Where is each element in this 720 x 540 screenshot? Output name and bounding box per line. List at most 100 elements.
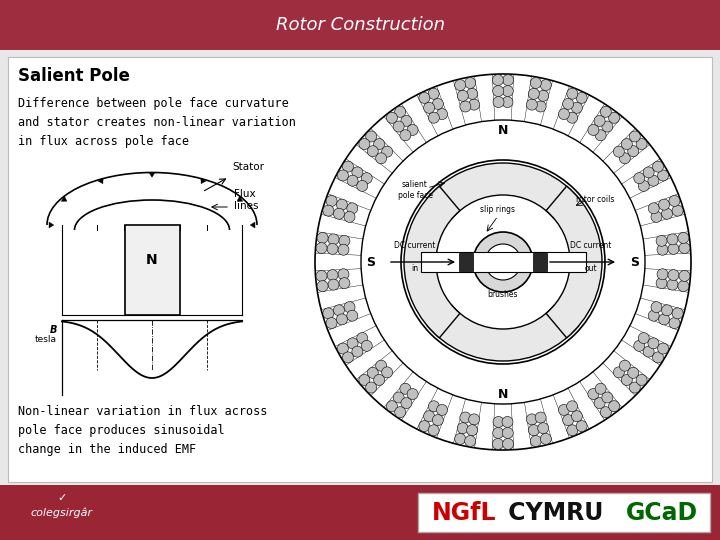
Circle shape xyxy=(336,199,348,210)
Text: Non-linear variation in flux across
pole face produces sinusoidal
change in the : Non-linear variation in flux across pole… xyxy=(18,405,267,456)
Text: N: N xyxy=(146,253,158,267)
Circle shape xyxy=(656,235,667,246)
Bar xyxy=(533,253,547,271)
Circle shape xyxy=(352,167,363,178)
Circle shape xyxy=(668,269,679,281)
Circle shape xyxy=(401,116,412,126)
Circle shape xyxy=(374,139,384,150)
Circle shape xyxy=(492,428,504,438)
Circle shape xyxy=(531,436,541,447)
Circle shape xyxy=(407,388,418,400)
Circle shape xyxy=(657,343,669,354)
Circle shape xyxy=(559,404,570,415)
Circle shape xyxy=(343,352,354,363)
Circle shape xyxy=(493,416,504,428)
Circle shape xyxy=(432,98,444,110)
Circle shape xyxy=(679,271,690,281)
Circle shape xyxy=(502,416,513,428)
Circle shape xyxy=(428,112,439,123)
Text: DC current: DC current xyxy=(395,241,436,250)
Circle shape xyxy=(628,146,639,157)
Circle shape xyxy=(336,314,348,325)
Circle shape xyxy=(652,161,664,172)
Wedge shape xyxy=(427,305,579,361)
Bar xyxy=(0,0,720,50)
Circle shape xyxy=(436,404,448,415)
Circle shape xyxy=(382,367,392,378)
Circle shape xyxy=(502,97,513,107)
Circle shape xyxy=(572,411,582,422)
Circle shape xyxy=(503,438,513,449)
Text: N: N xyxy=(498,124,508,137)
Circle shape xyxy=(469,414,480,425)
Circle shape xyxy=(679,242,690,254)
Polygon shape xyxy=(149,172,155,177)
Circle shape xyxy=(473,232,533,292)
Circle shape xyxy=(338,343,348,354)
Circle shape xyxy=(333,305,344,316)
Circle shape xyxy=(374,374,384,386)
Circle shape xyxy=(594,397,605,409)
Text: GCaD: GCaD xyxy=(626,501,698,525)
Circle shape xyxy=(315,74,691,450)
Text: Salient Pole: Salient Pole xyxy=(18,67,130,85)
Circle shape xyxy=(356,180,368,191)
Circle shape xyxy=(535,412,546,423)
Circle shape xyxy=(460,412,471,423)
Circle shape xyxy=(503,75,513,85)
Circle shape xyxy=(662,305,672,316)
Circle shape xyxy=(423,411,435,422)
Circle shape xyxy=(638,180,649,191)
Circle shape xyxy=(492,85,504,97)
Circle shape xyxy=(595,130,606,141)
Circle shape xyxy=(678,232,689,244)
Circle shape xyxy=(600,407,611,417)
Text: NGfL: NGfL xyxy=(432,501,497,525)
Circle shape xyxy=(562,98,574,110)
Circle shape xyxy=(602,121,613,132)
Bar xyxy=(0,0,720,37)
Circle shape xyxy=(460,101,471,112)
Bar xyxy=(125,225,179,315)
Circle shape xyxy=(636,374,647,386)
Circle shape xyxy=(636,139,647,150)
Circle shape xyxy=(376,360,387,371)
Circle shape xyxy=(634,173,645,184)
Circle shape xyxy=(338,269,349,280)
Polygon shape xyxy=(49,222,54,228)
Circle shape xyxy=(428,425,439,436)
Circle shape xyxy=(572,102,582,113)
Circle shape xyxy=(419,92,430,103)
Circle shape xyxy=(366,382,377,393)
Circle shape xyxy=(317,232,328,244)
Circle shape xyxy=(455,79,466,91)
Circle shape xyxy=(432,415,444,426)
Circle shape xyxy=(567,112,577,123)
Circle shape xyxy=(659,199,670,210)
Circle shape xyxy=(648,175,659,186)
Circle shape xyxy=(347,203,358,214)
Circle shape xyxy=(457,423,468,434)
Circle shape xyxy=(528,424,539,436)
Circle shape xyxy=(395,407,405,417)
Text: ✓: ✓ xyxy=(58,493,67,503)
Circle shape xyxy=(662,208,672,219)
Circle shape xyxy=(327,244,338,254)
Circle shape xyxy=(419,421,430,431)
Circle shape xyxy=(594,116,605,126)
Circle shape xyxy=(323,308,334,319)
Circle shape xyxy=(395,106,405,117)
Circle shape xyxy=(347,338,358,349)
Circle shape xyxy=(338,170,348,181)
Text: in: in xyxy=(411,264,418,273)
Circle shape xyxy=(344,302,355,313)
Circle shape xyxy=(628,367,639,379)
Circle shape xyxy=(382,146,392,157)
Circle shape xyxy=(678,281,689,292)
Circle shape xyxy=(464,436,476,447)
Circle shape xyxy=(576,92,587,103)
Circle shape xyxy=(638,333,649,343)
Circle shape xyxy=(316,271,327,281)
Text: colegsirgâr: colegsirgâr xyxy=(31,508,93,518)
Circle shape xyxy=(652,352,664,363)
